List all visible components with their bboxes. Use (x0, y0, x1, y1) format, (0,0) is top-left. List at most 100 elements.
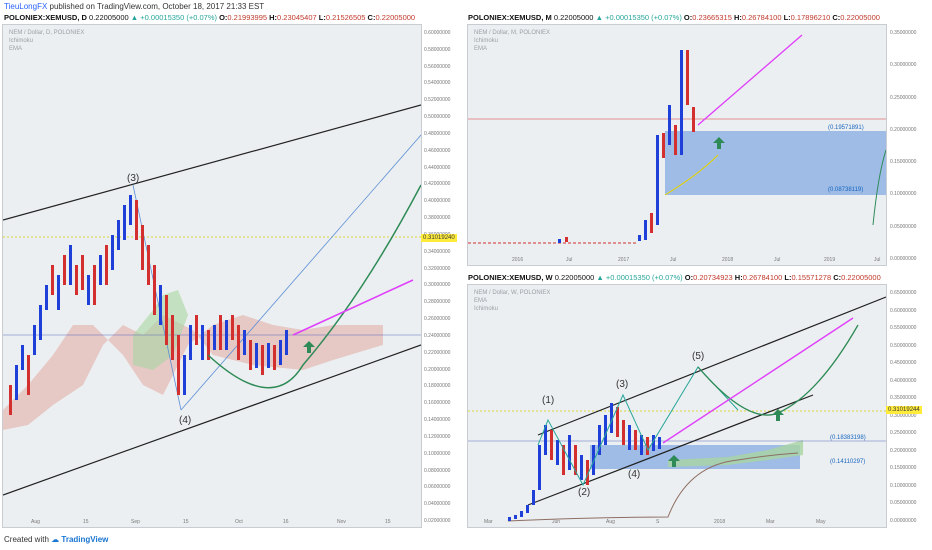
daily-y-label: 0.46000000 (424, 147, 451, 154)
weekly-y-axis: 0.65000000 0.60000000 0.55000000 0.50000000… (888, 284, 930, 526)
daily-x-label: Aug (31, 519, 40, 525)
weekly-chart-svg (468, 296, 886, 522)
tradingview-link[interactable]: TradingView (61, 535, 109, 544)
daily-candles (9, 195, 288, 415)
publish-text: published on TradingView.com, October 18… (47, 2, 265, 11)
weekly-y-label: 0.20000000 (890, 447, 917, 454)
daily-x-label: 15 (83, 519, 89, 525)
weekly-price-tag: 0.31019244 (886, 406, 922, 414)
monthly-y-label: 0.10000000 (890, 191, 917, 198)
daily-y-label: 0.14000000 (424, 417, 451, 424)
weekly-ichimoku-cloud (668, 440, 803, 467)
weekly-y-label: 0.05000000 (890, 500, 917, 507)
weekly-projection-curve (697, 324, 859, 416)
daily-y-label: 0.34000000 (424, 248, 451, 255)
weekly-chart[interactable]: NEM / Dollar, W, POLONIEX EMA Ichimoku (0.… (467, 284, 887, 528)
daily-y-label: 0.10000000 (424, 450, 451, 457)
weekly-x-label: Jun (552, 519, 561, 525)
weekly-channel-upper (537, 296, 886, 436)
daily-chart[interactable]: NEM / Dollar, D, POLONIEX Ichimoku EMA (3)… (2, 24, 422, 528)
daily-y-label: 0.42000000 (424, 181, 451, 188)
monthly-x-label: 2019 (824, 257, 836, 263)
daily-y-label: 0.22000000 (424, 349, 451, 356)
weekly-legend: NEM / Dollar, W, POLONIEX EMA Ichimoku (474, 290, 551, 312)
daily-x-label: Oct (235, 519, 243, 525)
weekly-x-label: Mar (484, 519, 493, 525)
daily-y-label: 0.60000000 (424, 30, 451, 36)
monthly-y-label: 0.15000000 (890, 159, 917, 166)
monthly-y-label: 0.05000000 (890, 223, 917, 230)
daily-ichimoku-cloud-red (3, 315, 383, 430)
monthly-y-label: 0.30000000 (890, 62, 917, 69)
monthly-y-label: 0.35000000 (890, 30, 917, 36)
weekly-up-arrow-icon (772, 409, 784, 421)
weekly-wave-3: (3) (616, 379, 629, 390)
monthly-y-label: 0.25000000 (890, 94, 917, 101)
daily-channel-upper (3, 104, 421, 221)
daily-y-label: 0.52000000 (424, 97, 451, 104)
weekly-x-label: S (656, 519, 660, 525)
daily-y-label: 0.50000000 (424, 114, 451, 121)
daily-y-label: 0.08000000 (424, 467, 451, 474)
daily-chart-svg (3, 104, 421, 496)
weekly-channel-lower (527, 394, 814, 506)
daily-projection-arrow (292, 279, 414, 336)
weekly-ema-line (507, 452, 799, 522)
monthly-x-label: Jul (566, 257, 573, 263)
monthly-fib-bottom: (0.08738119) (828, 187, 864, 193)
monthly-fib-zone (665, 131, 886, 195)
footer: Created with ☁ TradingView (4, 535, 108, 544)
weekly-x-label: Aug (606, 519, 615, 525)
daily-x-label: 15 (385, 519, 391, 525)
daily-y-label: 0.18000000 (424, 383, 451, 390)
daily-y-label: 0.24000000 (424, 332, 451, 339)
weekly-y-label: 0.65000000 (890, 290, 917, 296)
weekly-projection-arrow (662, 317, 854, 444)
weekly-y-label: 0.35000000 (890, 395, 917, 402)
publish-line: TieuLongFX published on TradingView.com,… (4, 2, 264, 11)
daily-y-label: 0.26000000 (424, 316, 451, 323)
monthly-x-label: Jul (670, 257, 677, 263)
weekly-wave-1: (1) (542, 395, 555, 406)
cloud-icon: ☁ (51, 535, 60, 544)
daily-y-label: 0.58000000 (424, 46, 451, 53)
weekly-y-label: 0.15000000 (890, 465, 917, 472)
monthly-x-label: 2017 (618, 257, 630, 263)
daily-y-label: 0.44000000 (424, 164, 451, 171)
daily-y-label: 0.12000000 (424, 433, 451, 440)
weekly-wave-5: (5) (692, 351, 705, 362)
monthly-x-label: Jul (774, 257, 781, 263)
weekly-y-label: 0.45000000 (890, 360, 917, 367)
daily-y-label: 0.40000000 (424, 198, 451, 205)
daily-wave-4: (4) (179, 415, 192, 426)
monthly-x-label: 2016 (512, 257, 524, 263)
weekly-x-label: 2018 (714, 519, 726, 525)
monthly-legend: NEM / Dollar, M, POLONIEX Ichimoku EMA (474, 30, 551, 52)
daily-legend: NEM / Dollar, D, POLONIEX Ichimoku EMA (9, 30, 85, 52)
weekly-y-label: 0.60000000 (890, 307, 917, 314)
daily-y-label: 0.30000000 (424, 282, 451, 289)
monthly-fib-top: (0.19571891) (828, 125, 864, 131)
daily-projection-curve (207, 184, 421, 389)
weekly-y-label: 0.40000000 (890, 377, 917, 384)
daily-wave-3: (3) (127, 173, 140, 184)
weekly-y-label: 0.50000000 (890, 342, 917, 349)
author-link[interactable]: TieuLongFX (4, 2, 48, 11)
daily-y-label: 0.38000000 (424, 215, 451, 222)
daily-ichimoku-cloud-green (133, 290, 188, 370)
monthly-chart-svg (468, 34, 886, 244)
weekly-fib-bottom: (0.14110297) (830, 459, 866, 465)
monthly-chart[interactable]: NEM / Dollar, M, POLONIEX Ichimoku EMA (0.… (467, 24, 887, 266)
weekly-y-label: 0.10000000 (890, 482, 917, 489)
weekly-wave-4: (4) (628, 469, 641, 480)
monthly-y-axis: 0.35000000 0.30000000 0.25000000 0.20000000… (888, 24, 930, 264)
weekly-y-label: 0.25000000 (890, 430, 917, 437)
daily-y-label: 0.48000000 (424, 130, 451, 137)
weekly-x-label: Mar (766, 519, 775, 525)
daily-y-label: 0.06000000 (424, 484, 451, 491)
monthly-x-label: 2018 (722, 257, 734, 263)
daily-y-label: 0.04000000 (424, 501, 451, 508)
daily-y-label: 0.54000000 (424, 80, 451, 87)
weekly-wave-2: (2) (578, 487, 591, 498)
monthly-y-label: 0.00000000 (890, 256, 917, 262)
